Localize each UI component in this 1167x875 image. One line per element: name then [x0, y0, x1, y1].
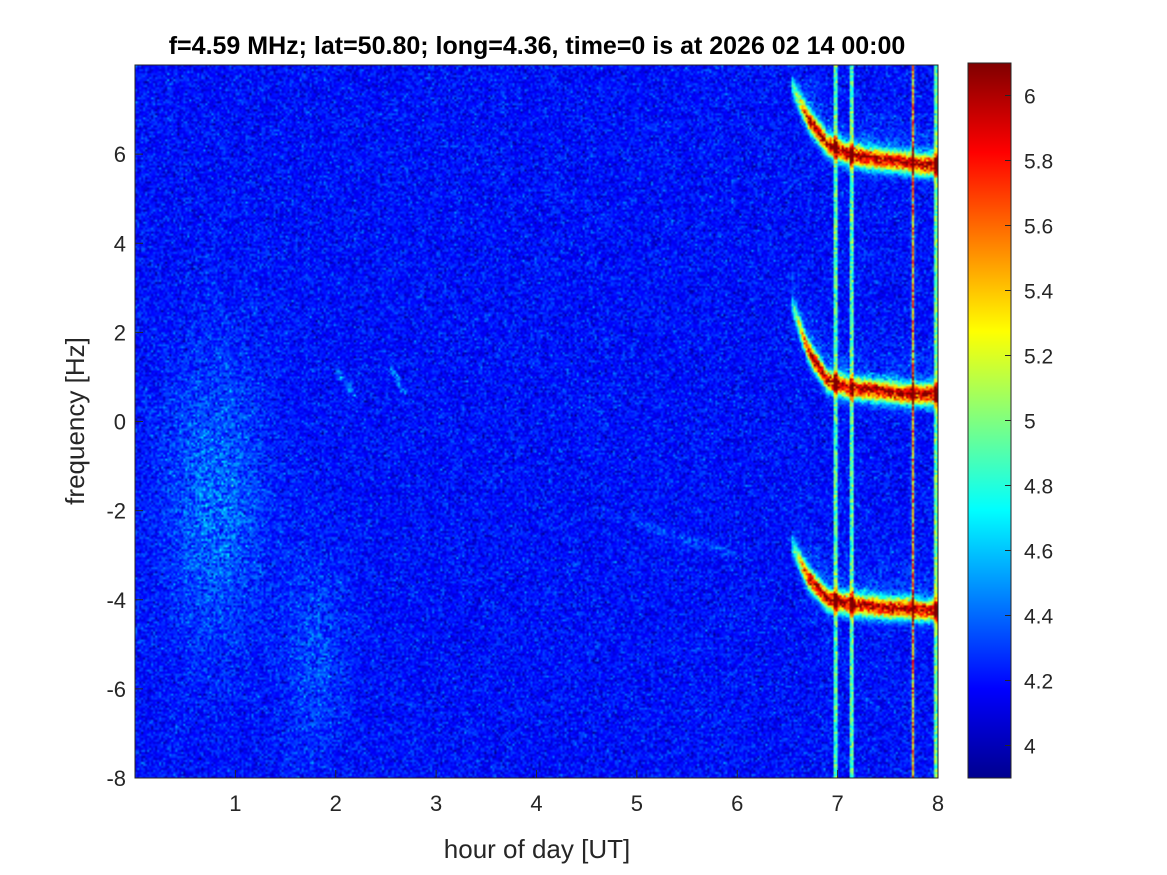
colorbar-tick-label: 4.8	[1024, 476, 1053, 499]
y-tick-label: -6	[106, 677, 126, 702]
y-tick-label: 2	[114, 320, 126, 345]
plot-area	[135, 65, 938, 778]
x-tick-label: 1	[229, 791, 241, 816]
colorbar: 4 4.2 4.4 4.6 4.8 5 5.2 5.4 5.6 5.8 6	[967, 62, 1054, 779]
y-tick-label: 4	[114, 231, 126, 256]
x-axis-ticks: 1 2 3 4 5 6 7 8	[229, 770, 944, 816]
y-tick-label: -8	[106, 766, 126, 791]
x-tick-label: 2	[330, 791, 342, 816]
y-axis-label: frequency [Hz]	[60, 337, 90, 505]
x-tick-label: 3	[430, 791, 442, 816]
colorbar-gradient	[968, 63, 1011, 778]
colorbar-tick-label: 5.6	[1024, 216, 1053, 239]
colorbar-tick-label: 5.2	[1024, 346, 1053, 369]
colorbar-tick-label: 4.6	[1024, 541, 1053, 564]
colorbar-tick-label: 6	[1024, 86, 1036, 109]
x-tick-label: 5	[631, 791, 643, 816]
chart-title: f=4.59 MHz; lat=50.80; long=4.36, time=0…	[169, 32, 906, 60]
y-tick-label: -2	[106, 499, 126, 524]
y-axis-ticks: -8 -6 -4 -2 0 2 4 6	[106, 142, 143, 791]
colorbar-ticks: 4 4.2 4.4 4.6 4.8 5 5.2 5.4 5.6 5.8 6	[1005, 86, 1054, 759]
colorbar-tick-label: 5.4	[1024, 281, 1054, 304]
y-tick-label: -4	[106, 588, 126, 613]
x-axis-label: hour of day [UT]	[444, 834, 630, 864]
x-tick-label: 6	[731, 791, 743, 816]
colorbar-tick-label: 5.8	[1024, 151, 1053, 174]
colorbar-tick-label: 5	[1024, 411, 1036, 434]
x-tick-label: 4	[530, 791, 542, 816]
x-tick-label: 8	[932, 791, 944, 816]
y-tick-label: 6	[114, 142, 126, 167]
colorbar-tick-label: 4.4	[1024, 606, 1054, 629]
spectrogram-heatmap	[135, 65, 938, 778]
x-tick-label: 7	[832, 791, 844, 816]
colorbar-tick-label: 4	[1024, 736, 1036, 759]
y-tick-label: 0	[114, 410, 126, 435]
colorbar-tick-label: 4.2	[1024, 671, 1053, 694]
